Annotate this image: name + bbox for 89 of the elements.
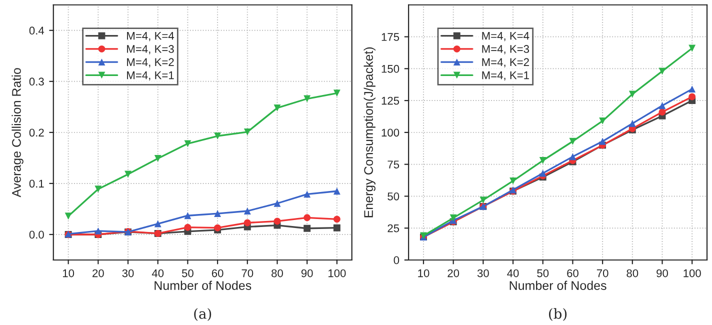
point bbox=[304, 224, 311, 232]
text: (b) bbox=[549, 308, 567, 321]
y-tick-label: 75 bbox=[388, 160, 400, 168]
point bbox=[480, 196, 487, 204]
legend-label: M=4, K=3 bbox=[482, 45, 530, 54]
point bbox=[184, 140, 192, 148]
point bbox=[539, 170, 546, 177]
x-tick-label: 60 bbox=[567, 269, 578, 278]
x-tick-label: 40 bbox=[152, 269, 164, 278]
point bbox=[304, 214, 311, 222]
point bbox=[304, 190, 311, 198]
y-tick-label: 0.4 bbox=[29, 26, 44, 35]
y-tick-label: 175 bbox=[382, 33, 400, 41]
legend-label: M=4, K=3 bbox=[127, 45, 174, 54]
x-axis-title: Number of Nodes bbox=[154, 280, 252, 290]
point bbox=[658, 108, 666, 116]
x-tick-label: 80 bbox=[626, 269, 638, 278]
x-tick-label: 40 bbox=[507, 269, 519, 278]
legend-label: M=4, K=1 bbox=[482, 71, 529, 81]
legend-label: M=4, K=1 bbox=[127, 71, 174, 81]
x-tick-label: 60 bbox=[212, 269, 224, 278]
point bbox=[304, 95, 311, 102]
point bbox=[64, 212, 72, 220]
point bbox=[658, 68, 666, 75]
legend-label: M=4, K=2 bbox=[127, 58, 174, 68]
x-axis-title: Number of Nodes bbox=[510, 280, 606, 290]
point bbox=[94, 227, 102, 234]
x-tick-label: 20 bbox=[448, 269, 460, 278]
point bbox=[154, 220, 162, 228]
x-tick-label: 100 bbox=[684, 269, 701, 278]
y-tick-label: 0 bbox=[394, 256, 400, 264]
x-tick-label: 90 bbox=[656, 269, 668, 278]
point bbox=[244, 128, 251, 136]
legend-label: M=4, K=4 bbox=[482, 32, 530, 42]
point bbox=[333, 216, 340, 223]
x-tick-label: 30 bbox=[477, 269, 489, 278]
y-tick-label: 100 bbox=[382, 128, 400, 137]
x-tick-label: 10 bbox=[418, 269, 430, 278]
point bbox=[539, 157, 546, 164]
point bbox=[688, 44, 696, 52]
y-tick-label: 0.2 bbox=[29, 128, 44, 137]
legend-label: M=4, K=4 bbox=[127, 32, 174, 42]
y-axis-title: Average Collision Ratio bbox=[12, 68, 24, 198]
point bbox=[510, 177, 516, 184]
y-axis-title: Energy Consumption(J/packet) bbox=[364, 47, 376, 218]
x-tick-label: 30 bbox=[122, 269, 134, 278]
point bbox=[244, 208, 251, 214]
x-tick-label: 50 bbox=[537, 269, 549, 278]
point bbox=[333, 224, 340, 232]
point bbox=[244, 219, 251, 226]
y-tick-label: 0.1 bbox=[29, 180, 44, 188]
y-tick-label: 0.3 bbox=[29, 78, 44, 86]
point bbox=[450, 214, 457, 222]
x-tick-label: 100 bbox=[328, 269, 346, 278]
x-tick-label: 80 bbox=[272, 269, 283, 278]
point bbox=[274, 104, 281, 112]
point bbox=[688, 86, 696, 93]
point bbox=[658, 102, 666, 110]
x-tick-label: 70 bbox=[242, 269, 254, 278]
x-tick-label: 20 bbox=[92, 269, 104, 278]
y-tick-label: 50 bbox=[388, 192, 400, 200]
point bbox=[333, 90, 340, 97]
x-tick-label: 50 bbox=[182, 269, 194, 278]
point bbox=[569, 138, 576, 145]
point bbox=[628, 90, 636, 98]
x-tick-label: 90 bbox=[301, 269, 313, 278]
point bbox=[214, 210, 222, 218]
point bbox=[599, 138, 606, 145]
point bbox=[274, 218, 281, 225]
y-tick-label: 150 bbox=[382, 64, 400, 73]
point bbox=[154, 154, 162, 162]
point bbox=[333, 188, 340, 195]
point bbox=[628, 120, 636, 127]
y-tick-label: 125 bbox=[382, 96, 400, 105]
y-tick-label: 25 bbox=[388, 224, 400, 232]
y-tick-label: 0.0 bbox=[29, 230, 44, 239]
point bbox=[94, 186, 102, 193]
point bbox=[688, 93, 696, 100]
point bbox=[569, 153, 576, 160]
point bbox=[214, 132, 222, 140]
point bbox=[124, 170, 132, 178]
text: (a) bbox=[194, 308, 212, 321]
point bbox=[599, 117, 606, 124]
x-tick-label: 10 bbox=[62, 269, 74, 278]
point bbox=[274, 200, 281, 207]
legend-label: M=4, K=2 bbox=[482, 58, 529, 68]
point bbox=[184, 212, 192, 220]
x-tick-label: 70 bbox=[596, 269, 608, 278]
point bbox=[184, 224, 192, 231]
